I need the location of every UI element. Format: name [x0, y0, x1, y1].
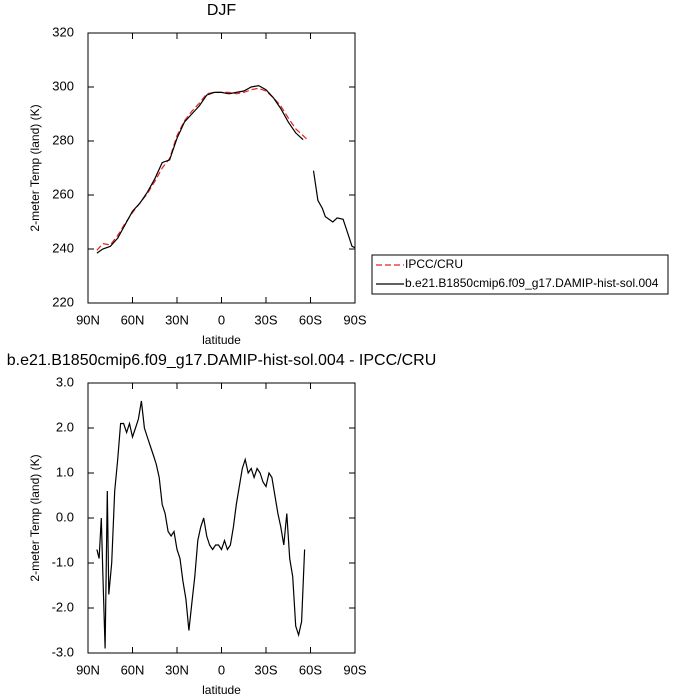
y-tick-label: 2.0 — [56, 419, 74, 434]
legend-label: b.e21.B1850cmip6.f09_g17.DAMIP-hist-sol.… — [405, 276, 659, 290]
plot-frame — [87, 32, 356, 304]
x-tick-label: 90S — [343, 662, 366, 677]
data-line — [96, 400, 306, 649]
x-axis-title: latitude — [202, 683, 241, 697]
chart-title: DJF — [207, 2, 237, 19]
plot-frame — [87, 382, 356, 654]
data-line — [96, 87, 308, 251]
legend-box — [371, 254, 669, 295]
y-axis-title: 2-meter Temp (land) (K) — [28, 454, 42, 581]
y-tick-label: 300 — [52, 78, 74, 93]
x-axis-title: latitude — [202, 333, 241, 347]
x-tick-label: 30S — [254, 662, 277, 677]
x-tick-label: 60N — [121, 662, 145, 677]
y-tick-label: 1.0 — [56, 464, 74, 479]
y-tick-label: -1.0 — [52, 554, 74, 569]
y-tick-label: 260 — [52, 186, 74, 201]
x-tick-label: 90N — [76, 312, 100, 327]
y-axis-title: 2-meter Temp (land) (K) — [28, 104, 42, 231]
y-tick-label: 240 — [52, 240, 74, 255]
y-tick-label: -2.0 — [52, 599, 74, 614]
data-line — [96, 84, 356, 254]
y-tick-label: 220 — [52, 294, 74, 309]
y-tick-label: 320 — [52, 24, 74, 39]
x-tick-label: 90N — [76, 662, 100, 677]
x-tick-label: 0 — [218, 662, 225, 677]
y-tick-label: 3.0 — [56, 374, 74, 389]
y-tick-label: -3.0 — [52, 644, 74, 659]
x-tick-label: 30N — [165, 312, 189, 327]
x-tick-label: 0 — [218, 312, 225, 327]
chart-title: b.e21.B1850cmip6.f09_g17.DAMIP-hist-sol.… — [7, 352, 437, 369]
y-tick-label: 0.0 — [56, 509, 74, 524]
x-tick-label: 90S — [343, 312, 366, 327]
x-tick-label: 60N — [121, 312, 145, 327]
x-tick-label: 30S — [254, 312, 277, 327]
legend-label: IPCC/CRU — [405, 257, 463, 271]
y-tick-label: 280 — [52, 132, 74, 147]
x-tick-label: 60S — [299, 312, 322, 327]
x-tick-label: 30N — [165, 662, 189, 677]
x-tick-label: 60S — [299, 662, 322, 677]
